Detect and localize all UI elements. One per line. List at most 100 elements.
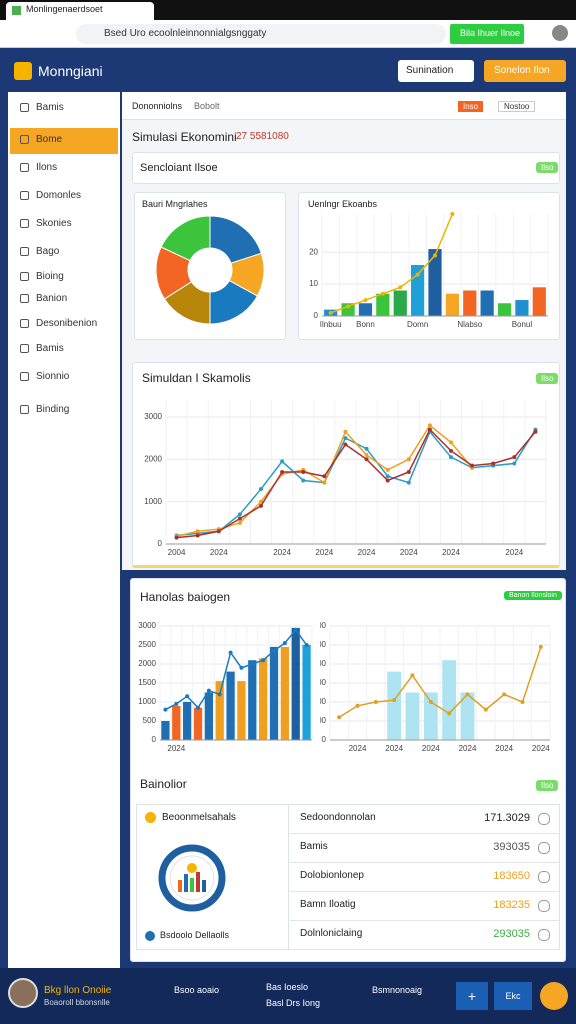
bar bbox=[376, 293, 390, 316]
point bbox=[237, 516, 242, 521]
combo-chart: 0 500 1000 1500 2000 2500 3000 2024 bbox=[138, 621, 313, 752]
bar bbox=[445, 293, 459, 316]
gauge-icon bbox=[158, 844, 226, 912]
sidebar-item[interactable]: Bamis bbox=[10, 96, 118, 120]
point bbox=[538, 644, 543, 649]
x-tick-label: 2024 bbox=[400, 548, 418, 557]
point bbox=[392, 698, 397, 703]
point bbox=[406, 470, 411, 474]
point bbox=[301, 470, 306, 474]
point bbox=[470, 463, 475, 468]
x-tick-label: 2024 bbox=[459, 744, 477, 752]
toolbar-button[interactable]: Nostoo bbox=[498, 101, 536, 112]
address-bar[interactable] bbox=[76, 24, 446, 44]
sidebar-item[interactable]: Ilons bbox=[10, 156, 118, 180]
sidebar-item[interactable]: Bago bbox=[10, 240, 118, 264]
point bbox=[216, 529, 221, 534]
y-tick-label: 3000 bbox=[138, 621, 156, 630]
url: Bsed Uro ecoolnleinnonnialgsnggaty bbox=[104, 28, 267, 39]
bar bbox=[460, 692, 475, 740]
x-tick-label: 2024 bbox=[273, 548, 291, 557]
point bbox=[174, 701, 179, 706]
x-tick-label: 2004 bbox=[168, 548, 186, 557]
table-divider bbox=[288, 804, 289, 950]
series-line bbox=[176, 428, 537, 539]
sidebar-item[interactable]: Bamis bbox=[10, 337, 118, 361]
row-icon[interactable] bbox=[538, 813, 550, 825]
dropdown[interactable] bbox=[398, 60, 474, 82]
sidebar-item[interactable]: Banion bbox=[10, 287, 118, 311]
footer-item[interactable]: Basl Drs Iong bbox=[266, 998, 321, 1008]
point bbox=[259, 503, 263, 508]
footer-button[interactable]: Ekc bbox=[494, 982, 532, 1010]
sidebar bbox=[8, 92, 120, 968]
sidebar-item[interactable]: Bioing bbox=[10, 265, 118, 289]
row-value: 183650 bbox=[493, 870, 530, 882]
point bbox=[385, 478, 390, 483]
toolbar-button[interactable]: Inso bbox=[458, 101, 484, 112]
point bbox=[449, 448, 453, 453]
y-tick-label: 10 bbox=[309, 279, 318, 288]
series-line bbox=[165, 628, 308, 711]
x-tick-label: 2024 bbox=[505, 548, 523, 557]
point bbox=[343, 442, 348, 447]
x-tick-label: Bonn bbox=[356, 320, 375, 329]
row-icon[interactable] bbox=[538, 900, 550, 912]
point bbox=[280, 470, 285, 474]
bar bbox=[405, 692, 420, 740]
bar bbox=[269, 646, 279, 740]
point bbox=[343, 436, 348, 441]
sidebar-item[interactable]: Desonibenion bbox=[10, 312, 118, 336]
bar bbox=[515, 300, 529, 316]
footer-action[interactable] bbox=[540, 982, 568, 1010]
point bbox=[363, 298, 368, 303]
y-tick-label: 1500 bbox=[138, 678, 156, 687]
table-row: Dolobionlonep 183650 bbox=[290, 862, 560, 892]
series-line bbox=[338, 646, 542, 718]
point bbox=[406, 480, 411, 485]
sidebar-item[interactable]: Binding bbox=[10, 398, 118, 422]
row-icon[interactable] bbox=[538, 842, 550, 854]
profile[interactable] bbox=[552, 25, 568, 41]
bar bbox=[387, 671, 402, 740]
bar bbox=[172, 705, 181, 740]
y-tick-label: 2000 bbox=[138, 659, 156, 668]
row-icon[interactable] bbox=[538, 871, 550, 883]
point bbox=[512, 461, 517, 466]
point bbox=[163, 707, 168, 712]
bar bbox=[226, 671, 235, 740]
point bbox=[483, 707, 488, 712]
point bbox=[343, 429, 348, 434]
tab[interactable] bbox=[6, 2, 154, 20]
footer-button[interactable]: + bbox=[456, 982, 488, 1010]
bar bbox=[183, 702, 192, 740]
y-tick-label: 2500 bbox=[138, 640, 156, 649]
panel-title: Hanolas baiogen bbox=[140, 590, 231, 604]
point bbox=[449, 455, 453, 460]
bar bbox=[161, 721, 170, 740]
sidebar-item[interactable]: Skonies bbox=[10, 212, 118, 236]
status-title: Sencloiant Ilsoe bbox=[140, 162, 218, 174]
panel-button[interactable]: Banon Ilonsloin bbox=[504, 591, 562, 600]
point bbox=[280, 459, 285, 464]
bar bbox=[193, 707, 203, 740]
header-button[interactable] bbox=[484, 60, 566, 82]
sidebar-item[interactable]: Bome bbox=[10, 128, 118, 152]
page-title: Simulasi Ekonomini bbox=[132, 130, 237, 144]
footer-item[interactable]: Bsmnonoaig bbox=[372, 985, 423, 995]
page-code: 27 5581080 bbox=[236, 131, 289, 142]
footer-item[interactable]: Bas Ioeslo bbox=[266, 982, 309, 992]
sidebar-item[interactable]: Domonles bbox=[10, 184, 118, 208]
browser-button[interactable] bbox=[450, 24, 524, 44]
point bbox=[237, 520, 242, 525]
footer-item[interactable]: Bsoo aoaio bbox=[174, 985, 220, 995]
sidebar-item[interactable]: Sionnio bbox=[10, 365, 118, 389]
x-tick-label: 2024 bbox=[210, 548, 228, 557]
bar bbox=[393, 290, 407, 316]
point bbox=[346, 304, 351, 309]
row-icon[interactable] bbox=[538, 929, 550, 941]
row-label: Sedoondonnolan bbox=[300, 812, 376, 823]
point bbox=[465, 692, 470, 697]
point bbox=[433, 253, 437, 258]
y-tick-label: 1000 bbox=[320, 697, 327, 706]
